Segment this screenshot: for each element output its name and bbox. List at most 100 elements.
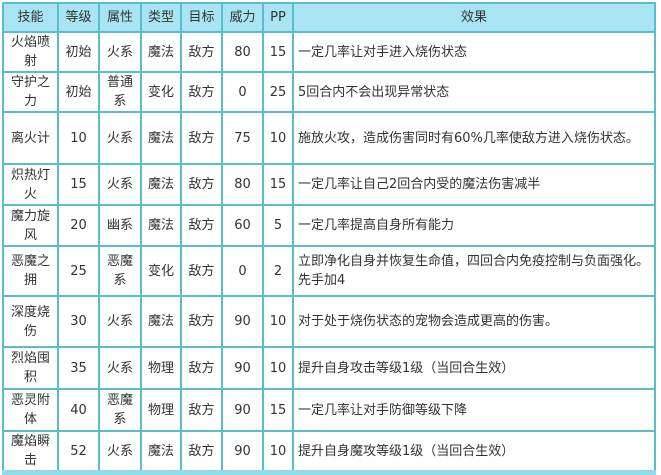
cell-effect: 5回合内不会出现异常状态: [292, 71, 656, 113]
cell-type: 魔法: [140, 111, 182, 165]
cell-effect: 一定几率提高自身所有能力: [292, 204, 656, 247]
cell-power: 90: [221, 295, 264, 348]
cell-target: 敌方: [180, 31, 223, 73]
header-skill: 技能: [2, 2, 59, 33]
table-row: 守护之力 初始 普通系 变化 敌方 0 25 5回合内不会出现异常状态: [2, 71, 656, 113]
cell-level: 20: [57, 204, 100, 247]
cell-target: 敌方: [180, 245, 223, 297]
table-row: 恶魔之拥 25 恶魔系 变化 敌方 0 2 立即净化自身并恢复生命值，四回合内免疫控制与负面强…: [2, 245, 656, 297]
cell-skill: 炽热灯火: [2, 163, 59, 206]
cell-type: 魔法: [140, 31, 182, 73]
cell-type: 变化: [140, 71, 182, 113]
skills-table: 技能 等级 属性 类型 目标 威力 PP 效果 火焰喷射 初始 火系 魔法 敌方 80 15 一定几率让对手…: [2, 2, 656, 472]
header-power: 威力: [221, 2, 264, 33]
cell-effect: 提升自身魔攻等级1级（当回合生效）: [292, 430, 656, 472]
cell-power: 90: [221, 430, 264, 472]
cell-power: 80: [221, 31, 264, 73]
cell-power: 90: [221, 346, 264, 390]
cell-effect: 施放火攻，造成伤害同时有60%几率使敌方进入烧伤状态。: [292, 111, 656, 165]
header-level: 等级: [57, 2, 100, 33]
cell-pp: 10: [262, 346, 294, 390]
cell-skill: 火焰喷射: [2, 31, 59, 73]
cell-target: 敌方: [180, 111, 223, 165]
cell-skill: 离火计: [2, 111, 59, 165]
cell-power: 75: [221, 111, 264, 165]
cell-level: 35: [57, 346, 100, 390]
table-bottom-bar: [2, 470, 656, 475]
cell-level: 40: [57, 388, 100, 432]
table-row: 魔焰瞬击 52 火系 魔法 敌方 90 10 提升自身魔攻等级1级（当回合生效）: [2, 430, 656, 472]
cell-pp: 15: [262, 163, 294, 206]
cell-type: 魔法: [140, 204, 182, 247]
cell-skill: 烈焰囤积: [2, 346, 59, 390]
cell-level: 30: [57, 295, 100, 348]
cell-attribute: 火系: [98, 111, 142, 165]
cell-pp: 10: [262, 295, 294, 348]
cell-skill: 魔力旋风: [2, 204, 59, 247]
cell-pp: 5: [262, 204, 294, 247]
header-target: 目标: [180, 2, 223, 33]
cell-attribute: 火系: [98, 295, 142, 348]
cell-effect: 一定几率让自己2回合内受的魔法伤害减半: [292, 163, 656, 206]
cell-type: 魔法: [140, 430, 182, 472]
cell-level: 15: [57, 163, 100, 206]
header-pp: PP: [262, 2, 294, 33]
table-row: 烈焰囤积 35 火系 物理 敌方 90 10 提升自身攻击等级1级（当回合生效）: [2, 346, 656, 390]
header-effect: 效果: [292, 2, 656, 33]
header-row: 技能 等级 属性 类型 目标 威力 PP 效果: [2, 2, 656, 33]
cell-attribute: 火系: [98, 430, 142, 472]
cell-type: 物理: [140, 346, 182, 390]
cell-skill: 恶魔之拥: [2, 245, 59, 297]
header-attribute: 属性: [98, 2, 142, 33]
cell-pp: 15: [262, 388, 294, 432]
cell-target: 敌方: [180, 430, 223, 472]
cell-power: 80: [221, 163, 264, 206]
cell-power: 90: [221, 388, 264, 432]
cell-effect: 提升自身攻击等级1级（当回合生效）: [292, 346, 656, 390]
cell-target: 敌方: [180, 346, 223, 390]
cell-pp: 2: [262, 245, 294, 297]
table-row: 恶灵附体 40 恶魔系 物理 敌方 90 15 一定几率让对手防御等级下降: [2, 388, 656, 432]
cell-type: 物理: [140, 388, 182, 432]
cell-attribute: 恶魔系: [98, 245, 142, 297]
cell-target: 敌方: [180, 295, 223, 348]
cell-level: 10: [57, 111, 100, 165]
cell-attribute: 火系: [98, 163, 142, 206]
cell-target: 敌方: [180, 163, 223, 206]
cell-power: 0: [221, 245, 264, 297]
cell-pp: 25: [262, 71, 294, 113]
cell-type: 魔法: [140, 295, 182, 348]
cell-level: 52: [57, 430, 100, 472]
table-row: 魔力旋风 20 幽系 魔法 敌方 60 5 一定几率提高自身所有能力: [2, 204, 656, 247]
header-type: 类型: [140, 2, 182, 33]
cell-attribute: 火系: [98, 31, 142, 73]
table-row: 火焰喷射 初始 火系 魔法 敌方 80 15 一定几率让对手进入烧伤状态: [2, 31, 656, 73]
cell-power: 0: [221, 71, 264, 113]
cell-level: 初始: [57, 31, 100, 73]
table-row: 深度烧伤 30 火系 魔法 敌方 90 10 对于处于烧伤状态的宠物会造成更高的伤害。: [2, 295, 656, 348]
table-row: 炽热灯火 15 火系 魔法 敌方 80 15 一定几率让自己2回合内受的魔法伤害减半: [2, 163, 656, 206]
cell-effect: 对于处于烧伤状态的宠物会造成更高的伤害。: [292, 295, 656, 348]
cell-skill: 守护之力: [2, 71, 59, 113]
cell-pp: 15: [262, 31, 294, 73]
cell-pp: 10: [262, 430, 294, 472]
cell-power: 60: [221, 204, 264, 247]
cell-pp: 10: [262, 111, 294, 165]
cell-effect: 立即净化自身并恢复生命值，四回合内免疫控制与负面强化。先手加4: [292, 245, 656, 297]
cell-level: 25: [57, 245, 100, 297]
cell-skill: 魔焰瞬击: [2, 430, 59, 472]
table-row: 离火计 10 火系 魔法 敌方 75 10 施放火攻，造成伤害同时有60%几率使敌方进入烧伤状…: [2, 111, 656, 165]
cell-skill: 深度烧伤: [2, 295, 59, 348]
cell-skill: 恶灵附体: [2, 388, 59, 432]
cell-target: 敌方: [180, 388, 223, 432]
cell-target: 敌方: [180, 71, 223, 113]
cell-type: 魔法: [140, 163, 182, 206]
cell-effect: 一定几率让对手防御等级下降: [292, 388, 656, 432]
cell-type: 变化: [140, 245, 182, 297]
cell-effect: 一定几率让对手进入烧伤状态: [292, 31, 656, 73]
cell-attribute: 恶魔系: [98, 388, 142, 432]
cell-attribute: 幽系: [98, 204, 142, 247]
cell-attribute: 普通系: [98, 71, 142, 113]
cell-target: 敌方: [180, 204, 223, 247]
cell-attribute: 火系: [98, 346, 142, 390]
